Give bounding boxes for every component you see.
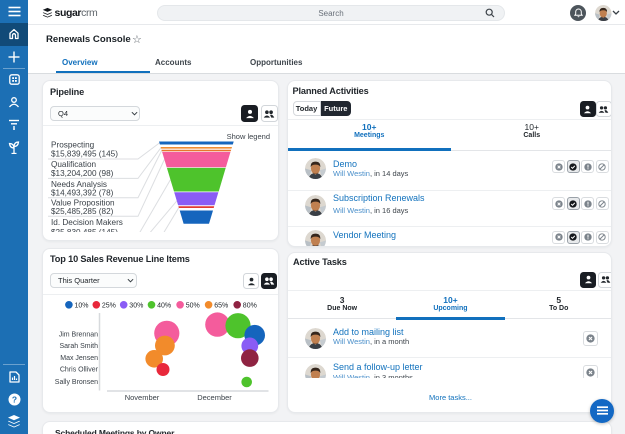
svg-text:Jim Brennan: Jim Brennan [59, 332, 98, 339]
svg-text:50%: 50% [186, 302, 200, 309]
svg-text:25%: 25% [102, 302, 116, 309]
svg-text:Value Proposition: Value Proposition [51, 199, 115, 208]
svg-text:Sally Bronsen: Sally Bronsen [55, 379, 98, 386]
svg-text:30%: 30% [129, 302, 143, 309]
svg-text:?: ? [11, 394, 16, 404]
svg-text:$13,204,200 (98): $13,204,200 (98) [51, 169, 114, 178]
svg-text:$25,485,285 (82): $25,485,285 (82) [51, 207, 114, 216]
svg-text:Max Jensen: Max Jensen [60, 355, 98, 362]
svg-text:November: November [125, 393, 160, 402]
svg-text:Chris Olliver: Chris Olliver [60, 367, 99, 374]
svg-text:65%: 65% [214, 302, 228, 309]
svg-text:10%: 10% [75, 302, 89, 309]
svg-text:$15,839,495 (145): $15,839,495 (145) [51, 150, 118, 159]
svg-text:80%: 80% [243, 302, 257, 309]
svg-text:40%: 40% [157, 302, 171, 309]
svg-text:$14,493,392 (78): $14,493,392 (78) [51, 189, 114, 198]
svg-text:December: December [197, 393, 232, 402]
svg-text:Sarah Smith: Sarah Smith [59, 343, 98, 350]
svg-text:Id. Decision Makers: Id. Decision Makers [51, 218, 123, 227]
svg-text:Prospecting: Prospecting [51, 141, 95, 150]
svg-text:$25,830,485 (145): $25,830,485 (145) [51, 228, 118, 232]
svg-text:Qualification: Qualification [51, 160, 97, 169]
svg-text:Needs Analysis: Needs Analysis [51, 180, 107, 189]
